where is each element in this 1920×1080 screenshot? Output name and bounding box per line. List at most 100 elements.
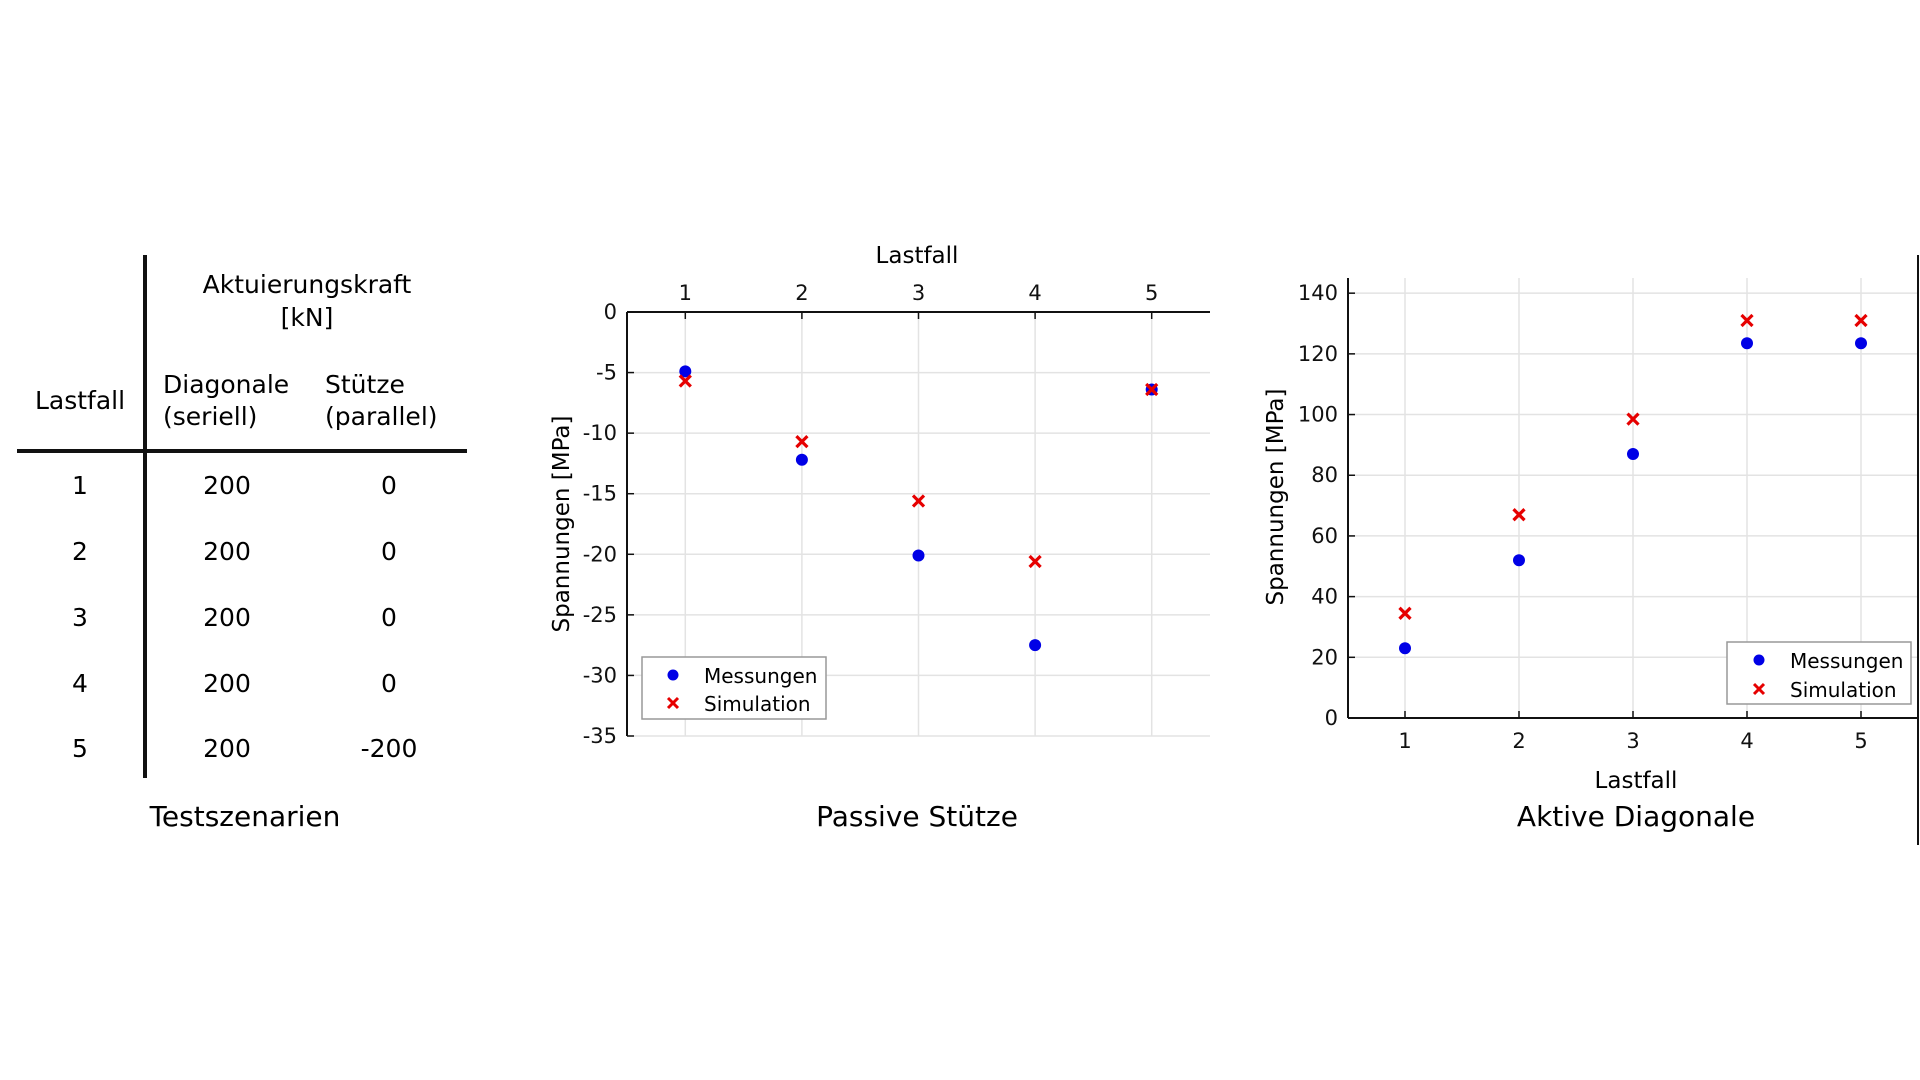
- legend-messungen-label: Messungen: [704, 664, 817, 688]
- y-tick-label: -25: [583, 603, 617, 627]
- x-tick-label: 3: [1626, 729, 1639, 753]
- table-col-lastfall: Lastfall: [35, 386, 125, 415]
- table-row: 4 200 0: [72, 669, 397, 698]
- table-cell-lastfall: 4: [72, 669, 88, 698]
- data-point-messungen: [1741, 337, 1753, 350]
- y-tick-label: -35: [583, 724, 617, 748]
- data-point-messungen: [1399, 642, 1411, 655]
- table-cell-lastfall: 3: [72, 603, 88, 632]
- table-cell-stuetze: 0: [381, 603, 397, 632]
- table-row: 2 200 0: [72, 537, 397, 566]
- y-tick-label: 80: [1311, 463, 1338, 487]
- data-point-simulation: [1512, 508, 1526, 522]
- chart1-grid: [627, 311, 1210, 737]
- x-tick-label: 2: [795, 281, 808, 305]
- data-point-messungen: [1513, 554, 1525, 567]
- data-point-messungen: [912, 549, 925, 562]
- chart1-legend: Messungen Simulation: [641, 656, 827, 720]
- chart1-caption: Passive Stütze: [816, 800, 1018, 833]
- chart-aktive-diagonale: 1 2 3 4 5 0 20 40 60 80 100 120 140 Lastfall Spannun…: [1263, 278, 1918, 833]
- data-point-messungen: [1855, 337, 1867, 350]
- table-col-stuetze-line1: Stütze: [325, 370, 405, 399]
- y-tick-label: 60: [1311, 524, 1338, 548]
- table-cell-stuetze: -200: [361, 734, 418, 763]
- chart-passive-stuetze: 1 2 3 4 5 0 -5 -10 -15 -20 -25 -30 -35 Lastfall Span…: [549, 243, 1210, 833]
- chart1-y-axis-label: Spannungen [MPa]: [549, 416, 575, 633]
- table-cell-lastfall: 5: [72, 734, 88, 763]
- table-col-diagonale-line2: (seriell): [163, 402, 257, 431]
- data-point-simulation: [1145, 382, 1159, 397]
- table-row: 3 200 0: [72, 603, 397, 632]
- y-tick-label: 40: [1311, 585, 1338, 609]
- table-cell-diagonale: 200: [203, 603, 251, 632]
- data-point-simulation: [1740, 313, 1754, 328]
- legend-simulation-label: Simulation: [704, 692, 811, 716]
- chart1-legend-box: [641, 656, 827, 720]
- y-tick-label: -20: [583, 542, 617, 566]
- legend-messungen-label: Messungen: [1790, 649, 1903, 673]
- x-tick-label: 1: [679, 281, 692, 305]
- y-tick-label: -15: [583, 482, 617, 506]
- table-cell-diagonale: 200: [203, 471, 251, 500]
- chart2-y-axis-label: Spannungen [MPa]: [1263, 389, 1289, 606]
- table-cell-lastfall: 2: [72, 537, 88, 566]
- legend-messungen-marker: [667, 669, 679, 681]
- table-header-group-line2: [kN]: [281, 303, 334, 332]
- table-row: 5 200 -200: [72, 734, 417, 763]
- table-col-diagonale-line1: Diagonale: [163, 370, 289, 399]
- table-cell-diagonale: 200: [203, 669, 251, 698]
- data-point-messungen: [1029, 639, 1042, 652]
- y-tick-label: 100: [1298, 403, 1338, 427]
- table-header-group-line1: Aktuierungskraft: [203, 270, 412, 299]
- data-point-simulation: [795, 434, 809, 449]
- table-cell-lastfall: 1: [72, 471, 88, 500]
- table-cell-stuetze: 0: [381, 471, 397, 500]
- chart2-grid: [1348, 278, 1918, 719]
- x-tick-label: 1: [1398, 729, 1411, 753]
- y-tick-label: 0: [604, 300, 617, 324]
- x-tick-label: 2: [1512, 729, 1525, 753]
- data-point-simulation: [678, 374, 692, 388]
- chart2-legend-box: [1726, 641, 1912, 705]
- y-tick-label: -30: [583, 663, 617, 687]
- chart1-x-axis-label: Lastfall: [876, 243, 959, 269]
- legend-simulation-label: Simulation: [1790, 678, 1897, 702]
- data-point-simulation: [1854, 313, 1868, 328]
- chart2-caption: Aktive Diagonale: [1517, 800, 1755, 833]
- y-tick-label: 140: [1298, 281, 1338, 305]
- table-col-stuetze-line2: (parallel): [325, 402, 438, 431]
- chart1-ticks: 1 2 3 4 5 0 -5 -10 -15 -20 -25 -30 -35: [583, 281, 1159, 748]
- x-tick-label: 4: [1740, 729, 1753, 753]
- table-cell-diagonale: 200: [203, 734, 251, 763]
- test-scenario-table: Aktuierungskraft [kN] Lastfall Diagonale…: [17, 255, 467, 833]
- y-tick-label: 20: [1311, 645, 1338, 669]
- data-point-messungen: [1627, 448, 1639, 460]
- data-point-simulation: [911, 494, 926, 508]
- x-tick-label: 4: [1028, 281, 1041, 305]
- data-point-messungen: [679, 365, 692, 378]
- chart2-x-axis-label: Lastfall: [1595, 768, 1678, 794]
- y-tick-label: 0: [1325, 706, 1338, 730]
- legend-simulation-marker: [666, 696, 680, 710]
- x-tick-label: 5: [1854, 729, 1867, 753]
- table-cell-stuetze: 0: [381, 669, 397, 698]
- chart2-ticks: 1 2 3 4 5 0 20 40 60 80 100 120 140: [1298, 281, 1868, 753]
- y-tick-label: -10: [583, 421, 617, 445]
- chart2-markers: [1398, 313, 1868, 655]
- y-tick-label: 120: [1298, 342, 1338, 366]
- table-row: 1 200 0: [72, 471, 397, 500]
- x-tick-label: 3: [912, 281, 925, 305]
- data-point-simulation: [1626, 412, 1640, 426]
- x-tick-label: 5: [1145, 281, 1158, 305]
- data-point-simulation: [1028, 554, 1042, 569]
- data-point-simulation: [1398, 606, 1412, 620]
- chart1-markers: [678, 365, 1159, 652]
- table-cell-diagonale: 200: [203, 537, 251, 566]
- data-point-messungen: [795, 453, 808, 466]
- table-caption: Testszenarien: [149, 800, 341, 833]
- table-cell-stuetze: 0: [381, 537, 397, 566]
- chart2-legend: Messungen Simulation: [1726, 641, 1912, 705]
- y-tick-label: -5: [596, 361, 617, 385]
- legend-messungen-marker: [1753, 654, 1765, 666]
